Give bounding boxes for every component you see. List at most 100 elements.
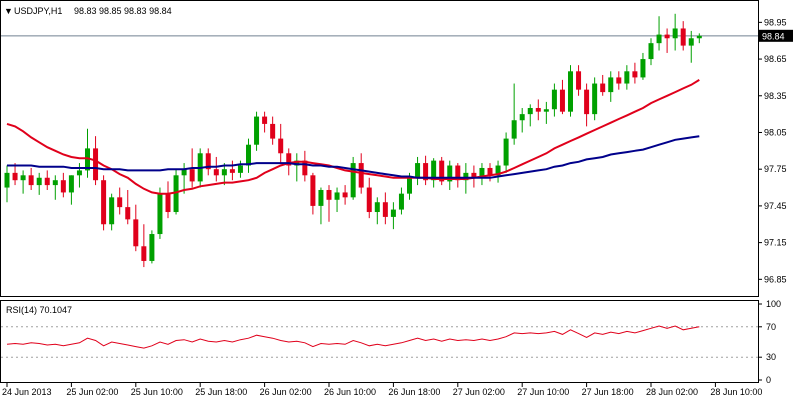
candle (294, 153, 300, 182)
candle (28, 167, 34, 190)
candle (439, 156, 445, 186)
candle-body (213, 169, 219, 176)
candle (503, 132, 509, 173)
candle-body (680, 28, 686, 46)
candle (551, 83, 557, 117)
candle (688, 30, 694, 63)
candle-body (527, 108, 533, 115)
candle-body (664, 34, 670, 39)
candle (696, 33, 702, 44)
price-tick-label: 98.65 (764, 54, 787, 64)
current-price-tag-label: 98.84 (762, 31, 785, 41)
candle (68, 175, 74, 205)
rsi-tick-label: 30 (766, 352, 776, 362)
candle-body (374, 202, 380, 213)
candle-body (28, 175, 34, 186)
candle (165, 181, 171, 219)
time-tick-label: 25 Jun 10:00 (131, 387, 183, 397)
candle (270, 116, 276, 145)
candle (20, 170, 26, 194)
candle (60, 172, 66, 198)
candle (221, 163, 227, 186)
candle (205, 148, 211, 176)
candle (415, 156, 421, 186)
time-tick-label: 28 Jun 02:00 (646, 387, 698, 397)
candle (101, 175, 107, 231)
candle-body (36, 177, 42, 186)
candle-body (584, 89, 590, 115)
collapse-triangle-icon[interactable]: ▼ (4, 6, 13, 16)
candle-body (237, 165, 243, 173)
price-marks (1, 13, 758, 268)
candle (12, 163, 18, 186)
candle-body (455, 165, 461, 181)
candle-body (52, 180, 58, 186)
candle (608, 71, 614, 102)
candle-body (101, 180, 107, 225)
candle-body (76, 170, 82, 176)
candle (624, 65, 630, 90)
rsi-marks (1, 325, 758, 358)
candle (543, 101, 549, 124)
candle (141, 224, 147, 268)
candle (157, 187, 163, 239)
candle-body (4, 172, 10, 188)
candle (640, 52, 646, 80)
rsi-title: RSI(14) 70.1047 (6, 305, 72, 315)
price-tick-label: 97.75 (764, 164, 787, 174)
candle-body (398, 193, 404, 210)
candle-body (165, 193, 171, 213)
current-price-tag-box (759, 29, 793, 42)
candle-body (551, 89, 557, 110)
candle-body (109, 197, 115, 225)
price-tick-label: 97.45 (764, 201, 787, 211)
candle-body (294, 160, 300, 166)
candle-body (471, 172, 477, 178)
candle (36, 172, 42, 195)
candle-body (576, 71, 582, 90)
candle-body (511, 120, 517, 139)
candle (213, 156, 219, 182)
candle (149, 230, 155, 264)
candle-body (68, 175, 74, 193)
candle (254, 111, 260, 151)
current-price-tag: 98.84 (759, 29, 793, 42)
candle-body (415, 163, 421, 178)
candle (648, 38, 654, 66)
candle (535, 99, 541, 121)
candle-body (141, 246, 147, 261)
axis-marks: 98.95 98.65 98.35 98.05 97.75 97.45 97.15 96.85… (2, 17, 793, 397)
candle-body (350, 163, 356, 198)
candle (568, 65, 573, 117)
candle-body (44, 177, 50, 186)
time-tick-label: 28 Jun 10:00 (710, 387, 762, 397)
candle (479, 163, 485, 186)
candle-body (117, 197, 123, 208)
candle-body (246, 144, 251, 166)
fast-moving-average-line (6, 79, 700, 195)
candle-body (221, 169, 227, 176)
candle-body (648, 43, 654, 60)
candle-body (189, 169, 195, 182)
candle (334, 187, 340, 213)
price-tick-label: 97.15 (764, 238, 787, 248)
candle (431, 158, 437, 188)
time-tick-label: 27 Jun 10:00 (517, 387, 569, 397)
candle-body (688, 38, 694, 46)
candle (680, 21, 686, 51)
candle (632, 62, 638, 84)
time-tick-label: 27 Jun 02:00 (453, 387, 505, 397)
time-tick-label: 24 Jun 2013 (2, 387, 52, 397)
candle (117, 187, 123, 215)
candle (109, 193, 115, 231)
candle-body (487, 167, 493, 176)
ohlc-readout: 98.83 98.85 98.83 98.84 (74, 6, 172, 16)
rsi-line (6, 325, 700, 349)
candle-body (600, 83, 606, 93)
candle (278, 123, 284, 164)
candle-body (407, 177, 412, 194)
candle-body (479, 167, 485, 178)
candle (133, 204, 139, 252)
candle-body (149, 234, 155, 261)
candle (125, 189, 131, 225)
